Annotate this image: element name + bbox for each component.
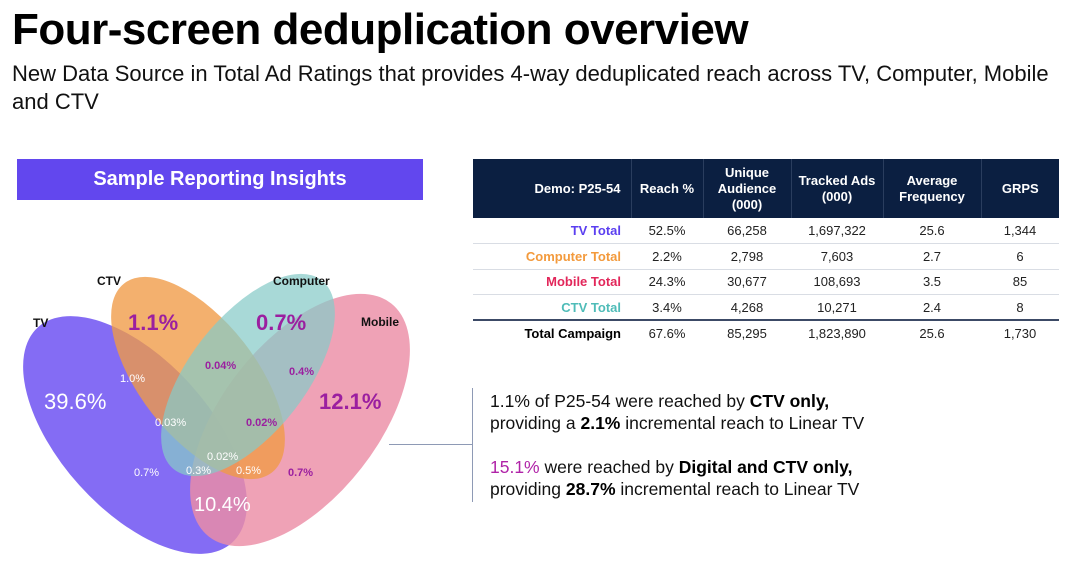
- row-label: TV Total: [473, 218, 631, 244]
- venn-region-tv-computer-mobile: 0.3%: [186, 465, 211, 477]
- table-cell: 85: [981, 269, 1059, 295]
- venn-region-tv-mobile: 10.4%: [194, 494, 251, 516]
- table-cell: 52.5%: [631, 218, 703, 244]
- table-cell: 30,677: [703, 269, 791, 295]
- header-unique-audience: Unique Audience (000): [703, 159, 792, 218]
- table-row-computer: Computer Total 2.2% 2,798 7,603 2.7 6: [473, 243, 1059, 270]
- callout-emphasis: Digital and CTV only,: [678, 457, 853, 477]
- venn-region-ctv-mobile: 0.7%: [288, 467, 313, 479]
- header-demo: Demo: P25-54: [473, 159, 632, 218]
- table-cell: 67.6%: [631, 319, 703, 346]
- venn-region-ctv-only: 1.1%: [128, 310, 178, 335]
- sample-reporting-insights-banner: Sample Reporting Insights: [17, 159, 423, 200]
- table-cell: 24.3%: [631, 269, 703, 295]
- table-cell: 25.6: [883, 319, 981, 346]
- callout-text: providing a: [490, 413, 581, 433]
- table-cell: 85,295: [703, 319, 791, 346]
- table-cell: 108,693: [791, 269, 883, 295]
- venn-region-computer-only: 0.7%: [256, 310, 306, 335]
- table-cell: 1,344: [981, 218, 1059, 244]
- table-cell: 1,730: [981, 319, 1059, 346]
- venn-set-mobile: [190, 293, 410, 547]
- venn-label-ctv: CTV: [97, 274, 121, 288]
- callout-text: incremental reach to Linear TV: [615, 479, 860, 499]
- venn-label-mobile: Mobile: [361, 315, 399, 329]
- venn-label-tv: TV: [33, 316, 48, 330]
- table-cell: 66,258: [703, 218, 791, 244]
- callout-digital-ctv-only: 15.1% were reached by Digital and CTV on…: [490, 456, 859, 500]
- table-cell: 10,271: [791, 294, 883, 321]
- venn-region-mobile-only: 12.1%: [319, 389, 381, 414]
- reach-table: Demo: P25-54 Reach % Unique Audience (00…: [473, 159, 1059, 346]
- row-label: CTV Total: [473, 294, 631, 321]
- table-cell: 2,798: [703, 243, 791, 270]
- callout-connector-horizontal: [389, 444, 472, 445]
- table-cell: 3.5: [883, 269, 981, 295]
- callout-connector-vertical: [472, 388, 473, 502]
- table-cell: 1,697,322: [791, 218, 883, 244]
- row-label: Computer Total: [473, 243, 631, 270]
- table-header-row: Demo: P25-54 Reach % Unique Audience (00…: [473, 159, 1059, 218]
- venn-region-all-four: 0.02%: [207, 451, 238, 463]
- callout-emphasis: 2.1%: [580, 413, 621, 433]
- table-cell: 6: [981, 243, 1059, 270]
- table-cell: 2.2%: [631, 243, 703, 270]
- venn-region-ctv-computer-mobile: 0.02%: [246, 417, 277, 429]
- venn-region-ctv-tv-mobile: 0.5%: [236, 465, 261, 477]
- row-label: Mobile Total: [473, 269, 631, 295]
- page-subtitle: New Data Source in Total Ad Ratings that…: [12, 61, 1049, 114]
- callout-text: incremental reach to Linear TV: [620, 413, 865, 433]
- table-cell: 3.4%: [631, 294, 703, 321]
- venn-region-tv-ctv: 1.0%: [120, 373, 145, 385]
- callout-ctv-only: 1.1% of P25-54 were reached by CTV only,…: [490, 390, 864, 434]
- table-cell: 8: [981, 294, 1059, 321]
- table-row-mobile: Mobile Total 24.3% 30,677 108,693 3.5 85: [473, 269, 1059, 295]
- callout-text: providing: [490, 479, 566, 499]
- row-label: Total Campaign: [473, 319, 631, 346]
- venn-diagram: TV CTV Computer Mobile 39.6% 1.1% 0.7% 1…: [0, 260, 440, 560]
- header-tracked-ads: Tracked Ads (000): [791, 159, 884, 218]
- table-cell: 1,823,890: [791, 319, 883, 346]
- header-grps: GRPS: [981, 159, 1059, 218]
- table-row-tv: TV Total 52.5% 66,258 1,697,322 25.6 1,344: [473, 218, 1059, 244]
- venn-svg: TV CTV Computer Mobile 39.6% 1.1% 0.7% 1…: [23, 273, 410, 554]
- venn-region-ctv-computer: 0.04%: [205, 360, 236, 372]
- header-reach: Reach %: [631, 159, 704, 218]
- callout-text: were reached by: [539, 457, 679, 477]
- venn-region-computer-mobile: 0.4%: [289, 366, 314, 378]
- table-cell: 2.7: [883, 243, 981, 270]
- header-average-frequency: Average Frequency: [883, 159, 982, 218]
- table-cell: 2.4: [883, 294, 981, 321]
- venn-set-computer: [161, 273, 335, 477]
- venn-region-tv-computer: 0.7%: [134, 467, 159, 479]
- callout-emphasis: CTV only,: [749, 391, 830, 411]
- venn-region-tv-ctv-computer: 0.03%: [155, 417, 186, 429]
- venn-label-computer: Computer: [273, 274, 330, 288]
- callout-text: 15.1%: [490, 457, 540, 477]
- venn-region-tv-only: 39.6%: [44, 389, 106, 414]
- table-cell: 25.6: [883, 218, 981, 244]
- table-cell: 4,268: [703, 294, 791, 321]
- table-row-total-campaign: Total Campaign 67.6% 85,295 1,823,890 25.6 1,…: [473, 319, 1059, 346]
- callout-text: 1.1% of P25-54 were reached by: [490, 391, 750, 411]
- callout-emphasis: 28.7%: [565, 479, 616, 499]
- table-row-ctv: CTV Total 3.4% 4,268 10,271 2.4 8: [473, 294, 1059, 321]
- table-cell: 7,603: [791, 243, 883, 270]
- page-title: Four-screen deduplication overview: [12, 5, 749, 54]
